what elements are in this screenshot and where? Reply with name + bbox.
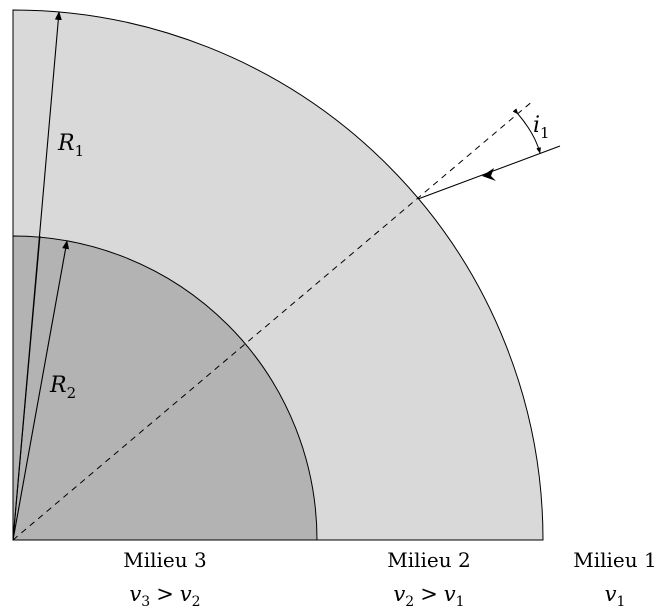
radius-r2-arrow [12,240,70,541]
medium-1-name: Milieu 1 [573,548,656,572]
label-r2: R2 [49,373,76,402]
inner-core-region [12,235,318,541]
normal-dashed-line [12,99,535,541]
medium-3-relation: v3 > v2 [129,582,200,608]
incident-ray-arrowhead [482,168,496,181]
medium-1-relation: v1 [605,582,626,608]
label-i1: i1 [533,113,550,142]
medium-2-name: Milieu 2 [387,548,470,572]
angle-i1-arc [512,108,541,154]
medium-3-name: Milieu 3 [123,548,206,572]
medium-2-relation: v2 > v1 [393,582,464,608]
label-r1: R1 [57,131,84,160]
radius-guide-line [12,235,41,541]
